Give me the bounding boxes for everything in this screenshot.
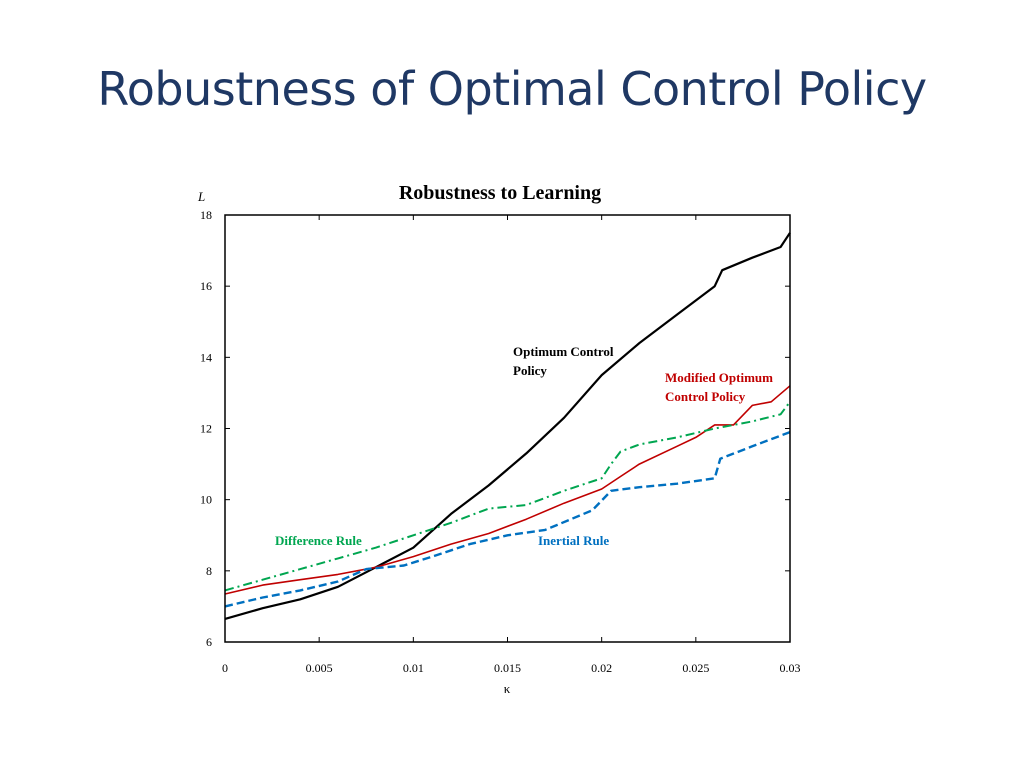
- series-line-modified-optimum-control-policy: [224, 385, 791, 595]
- y-tick-label: 14: [200, 350, 212, 364]
- x-tick-label: 0.03: [780, 661, 801, 675]
- series-line-inertial-rule: [224, 430, 791, 608]
- x-tick-label: 0: [222, 661, 228, 675]
- y-tick-label: 8: [206, 564, 212, 578]
- x-tick-label: 0.005: [306, 661, 333, 675]
- slide-title: Robustness of Optimal Control Policy: [97, 62, 927, 116]
- series-line-difference-rule: [224, 401, 791, 592]
- annotation-label: Inertial Rule: [538, 533, 609, 548]
- plot-frame: [224, 214, 791, 643]
- annotation-label: Difference Rule: [275, 533, 362, 548]
- annotation-label: Control Policy: [665, 389, 746, 404]
- y-tick-label: 6: [206, 635, 212, 649]
- x-tick-label: 0.025: [682, 661, 709, 675]
- x-axis-label: κ: [504, 681, 511, 696]
- y-axis-label: L: [197, 189, 205, 204]
- annotation-label: Modified Optimum: [665, 370, 773, 385]
- x-tick-label: 0.02: [591, 661, 612, 675]
- y-tick-label: 18: [200, 208, 212, 222]
- chart-title: Robustness to Learning: [399, 182, 601, 204]
- y-tick-label: 16: [200, 279, 212, 293]
- x-tick-label: 0.01: [403, 661, 424, 675]
- annotation-label: Optimum Control: [513, 344, 614, 359]
- series-line-optimum-control-policy: [224, 232, 791, 620]
- y-tick-label: 10: [200, 493, 212, 507]
- annotation-label: Policy: [513, 363, 547, 378]
- x-tick-label: 0.015: [494, 661, 521, 675]
- y-tick-label: 12: [200, 422, 212, 436]
